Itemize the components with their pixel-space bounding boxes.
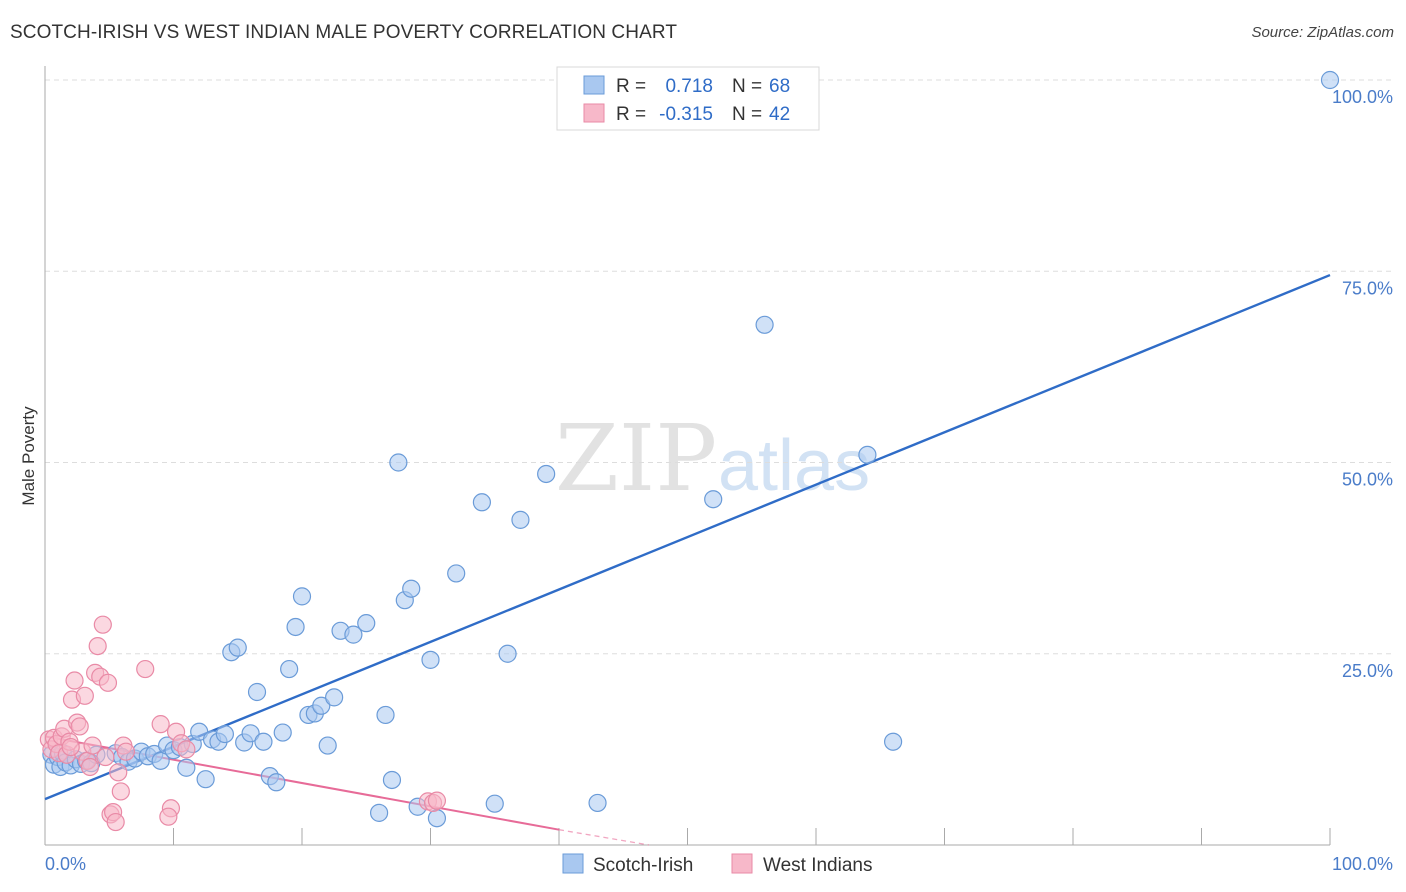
scotch-irish-point-67 — [755, 315, 774, 334]
west-indians-point-31 — [136, 659, 155, 679]
scotch-irish-point-70 — [1320, 70, 1340, 90]
scotch-irish-point-53 — [389, 453, 408, 472]
y-tick-label-2: 75.0% — [1342, 278, 1393, 298]
west-indians-point-22 — [96, 747, 115, 767]
y-tick-label-3: 100.0% — [1332, 87, 1393, 107]
scotch-irish-point-41 — [292, 587, 312, 606]
legend-r-value-1: 0.718 — [665, 76, 713, 97]
scotch-irish-point-63 — [511, 510, 530, 529]
scotch-irish-point-64 — [537, 464, 556, 484]
scotch-irish-point-52 — [382, 770, 402, 790]
legend-n-label-2: N = — [732, 104, 762, 125]
x-tick-labels: 0.0% 100.0% — [45, 854, 1393, 874]
x-tick-label-max: 100.0% — [1332, 854, 1393, 874]
gridlines — [45, 79, 1392, 655]
scotch-irish-point-60 — [472, 493, 491, 512]
scotch-irish-point-51 — [376, 705, 395, 725]
scotch-irish-point-23 — [177, 758, 196, 777]
source-credit: Source: ZipAtlas.com — [1251, 24, 1394, 41]
scotch-irish-point-39 — [280, 659, 299, 679]
legend-n-label-1: N = — [732, 76, 762, 97]
scotch-irish-point-50 — [370, 803, 389, 822]
series-label-scotch-irish: Scotch-Irish — [593, 855, 693, 876]
series-legend: Scotch-Irish West Indians — [562, 853, 872, 876]
west-indians-point-14 — [75, 686, 94, 705]
west-indians-point-21 — [93, 615, 112, 634]
trendline-2 — [558, 829, 650, 846]
scotch-irish-point-19 — [151, 751, 170, 770]
west-indians-point-26 — [106, 812, 125, 832]
correlation-legend: R = 0.718 N = 68 R = -0.315 N = 42 — [556, 66, 820, 131]
west-indians-point-34 — [159, 807, 178, 826]
series-swatch-west-indians — [731, 853, 753, 874]
west-indians-point-16 — [80, 757, 100, 777]
scotch-irish-point-69 — [883, 732, 903, 751]
legend-r-value-2: -0.315 — [659, 104, 713, 125]
series-label-west-indians: West Indians — [763, 855, 872, 876]
west-indians-point-30 — [116, 742, 136, 761]
scotch-irish-point-49 — [357, 614, 376, 633]
trendline-0 — [44, 273, 1331, 801]
y-tick-label-0: 25.0% — [1342, 661, 1393, 681]
legend-swatch-pink — [583, 103, 605, 123]
scotch-irish-point-26 — [196, 770, 215, 789]
scotch-irish-point-35 — [254, 732, 273, 751]
watermark: ZIP atlas — [555, 405, 870, 512]
y-tick-label-1: 50.0% — [1342, 470, 1393, 490]
legend-r-label-1: R = — [616, 76, 646, 97]
scotch-irish-point-44 — [312, 696, 331, 715]
west-indians-point-12 — [70, 717, 89, 736]
watermark-zip: ZIP — [555, 405, 717, 512]
scotch-irish-point-37 — [267, 773, 286, 792]
scotch-irish-point-61 — [485, 794, 504, 813]
scotch-irish-point-46 — [325, 688, 344, 707]
west-indians-point-37 — [177, 740, 196, 759]
scotch-irish-point-68 — [858, 445, 877, 464]
scotch-irish-point-66 — [704, 490, 723, 509]
legend-n-value-2: 42 — [769, 104, 790, 125]
x-tick-label-min: 0.0% — [45, 854, 86, 874]
y-axis-title: Male Poverty — [19, 406, 38, 506]
scotch-irish-point-33 — [241, 724, 260, 743]
scotch-irish-point-34 — [247, 682, 267, 702]
scotch-irish-point-31 — [228, 638, 247, 657]
data-points — [39, 70, 1340, 832]
west-indians-point-28 — [111, 782, 130, 801]
axes — [44, 66, 1331, 846]
chart-title: SCOTCH-IRISH VS WEST INDIAN MALE POVERTY… — [10, 22, 678, 43]
west-indians-point-41 — [61, 737, 80, 757]
scotch-irish-point-45 — [318, 736, 337, 755]
scotch-irish-point-38 — [273, 723, 292, 742]
west-indians-point-17 — [83, 736, 102, 755]
scotch-irish-point-58 — [427, 809, 447, 828]
scotch-irish-point-55 — [402, 579, 421, 598]
west-indians-point-10 — [65, 671, 84, 690]
west-indians-point-27 — [109, 763, 128, 782]
scotch-irish-point-65 — [588, 793, 607, 813]
scotch-irish-point-29 — [215, 724, 234, 744]
legend-swatch-blue — [583, 75, 605, 95]
scotch-irish-point-62 — [498, 644, 517, 663]
y-tick-labels: 25.0% 50.0% 75.0% 100.0% — [1332, 87, 1393, 681]
scotch-irish-point-59 — [447, 564, 466, 583]
west-indians-point-32 — [151, 715, 170, 734]
scotch-irish-point-48 — [344, 625, 363, 644]
west-indians-point-19 — [88, 636, 107, 656]
west-indians-point-23 — [98, 673, 118, 692]
west-indians-point-40 — [427, 791, 447, 810]
legend-r-label-2: R = — [616, 104, 646, 125]
trendlines — [44, 273, 1331, 846]
legend-n-value-1: 68 — [769, 76, 790, 97]
scotch-irish-point-40 — [286, 617, 305, 637]
scotch-irish-point-57 — [421, 650, 440, 669]
series-swatch-scotch-irish — [562, 853, 584, 874]
